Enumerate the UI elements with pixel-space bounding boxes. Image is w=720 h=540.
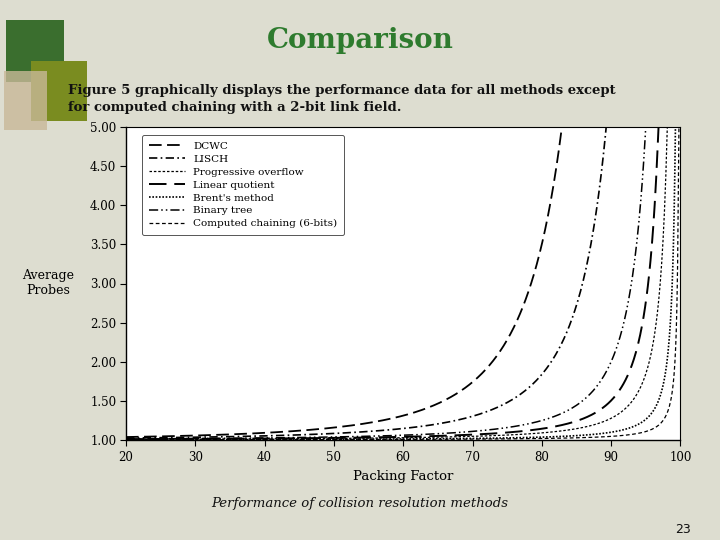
- Y-axis label: Average
Probes: Average Probes: [22, 269, 74, 298]
- Bar: [4, 71, 47, 130]
- Text: Figure 5 graphically displays the performance data for all methods except
for co: Figure 5 graphically displays the perfor…: [68, 84, 616, 114]
- Bar: [6, 20, 63, 82]
- Legend: DCWC, LISCH, Progressive overflow, Linear quotient, Brent's method, Binary tree,: DCWC, LISCH, Progressive overflow, Linea…: [143, 135, 343, 235]
- X-axis label: Packing Factor: Packing Factor: [353, 470, 454, 483]
- Text: 23: 23: [675, 523, 691, 536]
- Text: Performance of collision resolution methods: Performance of collision resolution meth…: [212, 497, 508, 510]
- Bar: [31, 62, 87, 121]
- Text: Comparison: Comparison: [266, 27, 454, 54]
